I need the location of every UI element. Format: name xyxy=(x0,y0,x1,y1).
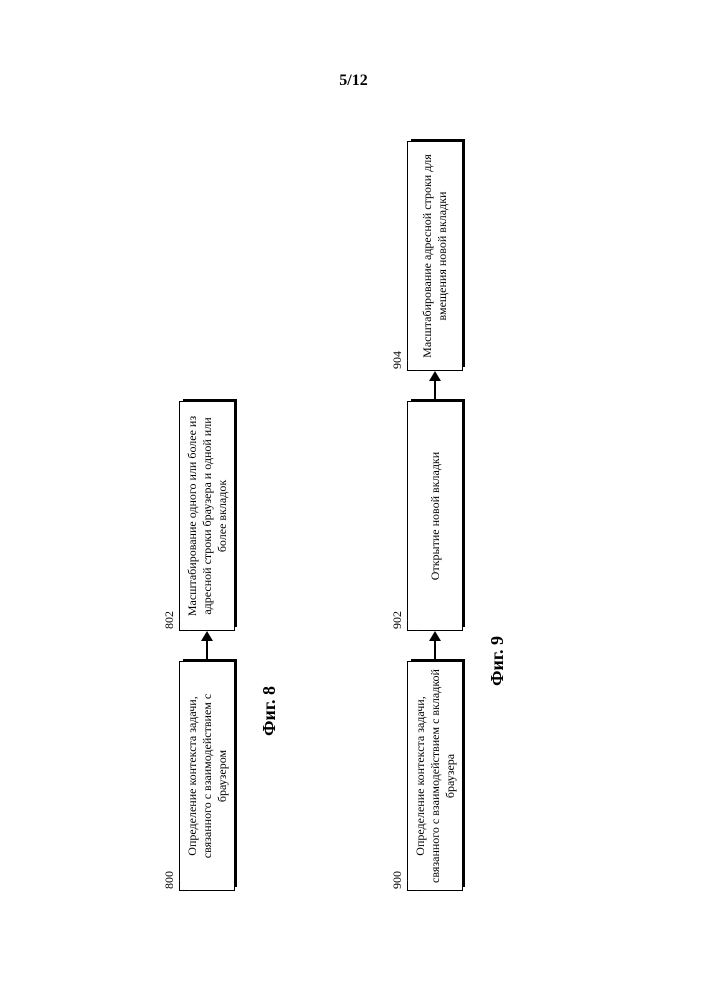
node-ref-label: 802 xyxy=(162,611,177,629)
figure-caption: Фиг. 9 xyxy=(487,431,508,891)
node-ref-label: 902 xyxy=(390,611,405,629)
arrow-icon xyxy=(201,631,213,661)
arrow-icon xyxy=(429,371,441,401)
node-text: Определение контекста задачи, связанного… xyxy=(185,668,230,884)
node-ref-label: 800 xyxy=(162,871,177,889)
node-ref-label: 900 xyxy=(390,871,405,889)
flow-node: 802 Масштабирование одного или более из … xyxy=(162,401,235,631)
node-text: Определение контекста задачи, связанного… xyxy=(413,668,458,884)
node-box: Открытие новой вкладки xyxy=(407,401,463,631)
figure-8: 800 Определение контекста задачи, связан… xyxy=(162,531,280,891)
flow-node: 800 Определение контекста задачи, связан… xyxy=(162,661,235,891)
page: 5/12 800 Определение контекста задачи, с… xyxy=(0,0,707,999)
node-box: Масштабирование адресной строки для вмещ… xyxy=(407,141,463,371)
arrow-icon xyxy=(429,631,441,661)
figure-caption: Фиг. 8 xyxy=(259,531,280,891)
flowchart: 900 Определение контекста задачи, связан… xyxy=(390,431,463,891)
node-ref-label: 904 xyxy=(390,351,405,369)
flow-node: 904 Масштабирование адресной строки для … xyxy=(390,141,463,371)
flowchart: 800 Определение контекста задачи, связан… xyxy=(162,531,235,891)
node-text: Открытие новой вкладки xyxy=(428,452,443,580)
page-number: 5/12 xyxy=(0,72,707,90)
node-box: Определение контекста задачи, связанного… xyxy=(179,661,235,891)
node-text: Масштабирование одного или более из адре… xyxy=(185,408,230,624)
flow-node: 902 Открытие новой вкладки xyxy=(390,401,463,631)
figure-9: 900 Определение контекста задачи, связан… xyxy=(390,431,508,891)
node-box: Масштабирование одного или более из адре… xyxy=(179,401,235,631)
flow-node: 900 Определение контекста задачи, связан… xyxy=(390,661,463,891)
node-box: Определение контекста задачи, связанного… xyxy=(407,661,463,891)
node-text: Масштабирование адресной строки для вмещ… xyxy=(420,148,450,364)
